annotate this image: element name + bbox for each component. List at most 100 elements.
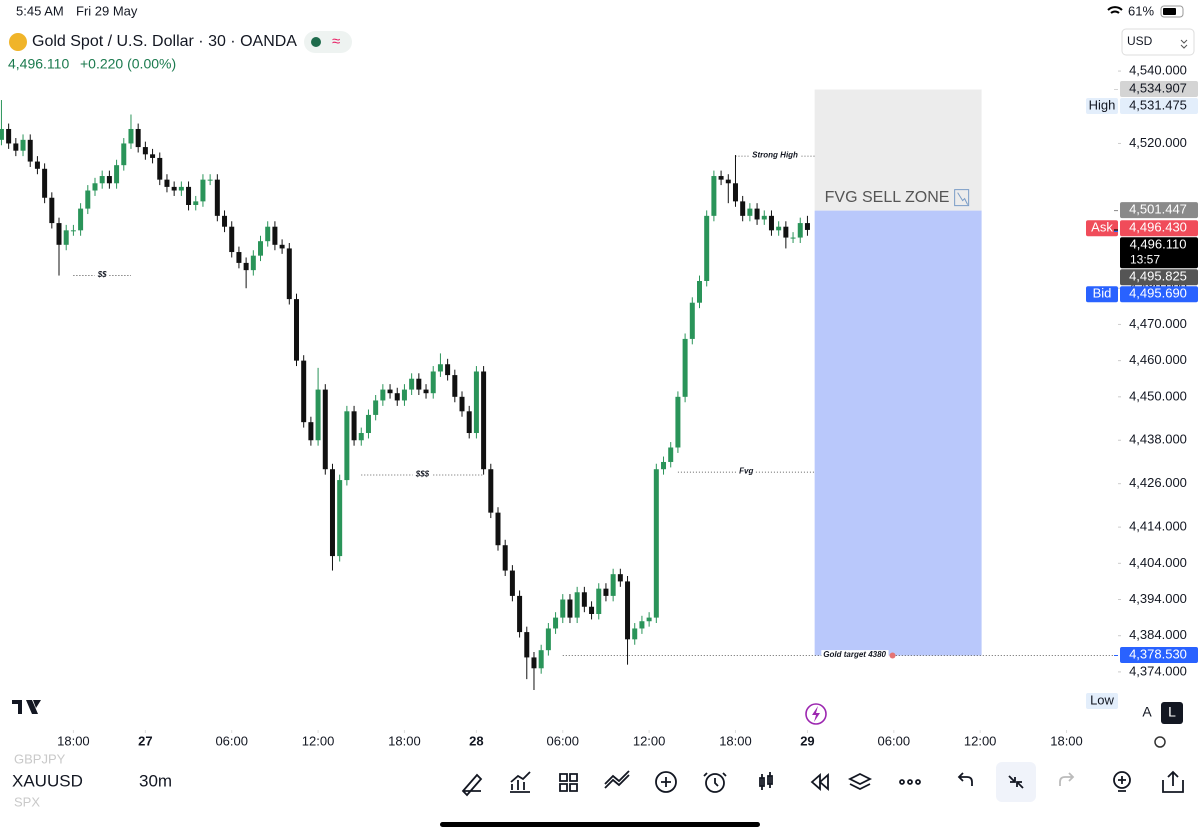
add-tool[interactable] — [655, 771, 677, 793]
log-scale-label: L — [1168, 704, 1176, 720]
chart-type-tool[interactable] — [759, 772, 773, 790]
redo-tool[interactable] — [1059, 772, 1075, 786]
price-label-bg — [1120, 81, 1198, 98]
candle-body — [42, 168, 48, 198]
price-name: Ask — [1091, 220, 1113, 235]
y-tick-label: 4,394.000 — [1129, 591, 1187, 606]
candle-body — [596, 588, 602, 614]
candle-body — [157, 157, 163, 180]
replay-tool[interactable] — [810, 773, 829, 791]
market-open-dot — [311, 37, 321, 47]
layout-tool[interactable] — [559, 773, 578, 792]
candle-body — [6, 128, 12, 144]
price-label-bg — [1120, 237, 1198, 269]
fullscreen-icon — [1008, 775, 1024, 789]
candle-body — [20, 139, 26, 151]
candle-body — [27, 139, 33, 162]
candle-body — [675, 396, 681, 448]
auto-scale-label: A — [1142, 704, 1152, 720]
fullscreen-button[interactable] — [996, 762, 1036, 802]
x-tick-label: 18:00 — [719, 733, 752, 748]
alert-tool[interactable] — [705, 773, 725, 793]
candle-body — [430, 371, 436, 394]
status-pill[interactable] — [304, 31, 352, 53]
settings-icon[interactable] — [1154, 736, 1166, 748]
draw-tool[interactable] — [461, 773, 483, 797]
candle-body — [502, 545, 508, 571]
watchlist-symbol[interactable]: SPX — [14, 794, 40, 809]
candle-body — [200, 179, 206, 202]
candle-body — [553, 617, 559, 629]
candle-body — [365, 414, 371, 434]
candle-body — [409, 378, 415, 390]
interval[interactable]: 30m — [139, 771, 172, 790]
price-name-bg — [1086, 220, 1118, 237]
undo-tool[interactable] — [957, 772, 973, 786]
y-tick-label: 4,450.000 — [1129, 388, 1187, 403]
y-tick-label: 4,374.000 — [1129, 663, 1187, 678]
ideas-tool[interactable] — [1113, 771, 1131, 789]
price-label: 4,378.530 — [1129, 646, 1187, 661]
candle-body — [322, 389, 328, 470]
price-label-bg — [1120, 269, 1198, 286]
x-tick-label: 12:00 — [964, 733, 997, 748]
countdown: 13:57 — [1130, 252, 1160, 266]
candle-body — [56, 223, 62, 245]
watchlist-symbol-active[interactable]: XAUUSD — [12, 771, 83, 790]
layers-tool[interactable] — [847, 772, 873, 791]
log-scale-button[interactable] — [1161, 702, 1183, 724]
price-name: Bid — [1093, 286, 1112, 301]
candle-body — [135, 128, 141, 148]
candle-body — [589, 606, 595, 614]
y-tick-label: 4,460.000 — [1129, 352, 1187, 367]
auto-scale-button[interactable] — [1136, 702, 1158, 724]
candle-body — [653, 469, 659, 618]
alert-icon[interactable] — [805, 703, 827, 725]
candle-body — [293, 299, 299, 361]
candle-body — [70, 230, 76, 232]
candle-body — [732, 183, 738, 202]
candle-body — [452, 375, 458, 397]
candle-body — [193, 201, 199, 205]
currency-select[interactable] — [1121, 28, 1195, 56]
watchlist-symbol[interactable]: GBPJPY — [14, 751, 66, 766]
candle-body — [689, 302, 695, 339]
candle-body — [610, 574, 616, 596]
x-tick-label: 12:00 — [302, 733, 335, 748]
candle-body — [603, 588, 609, 596]
candle-body — [416, 378, 422, 390]
candle-body — [358, 433, 364, 441]
y-tick-label: 4,520.000 — [1129, 135, 1187, 150]
price-label: 4,501.447 — [1129, 202, 1187, 217]
candle-body — [337, 480, 343, 557]
x-tick-label: 28 — [469, 733, 483, 748]
currency: USD — [1127, 34, 1153, 48]
candle-body — [121, 143, 127, 166]
annotation-label: $$$ — [415, 470, 430, 479]
price-label: 4,495.825 — [1129, 269, 1187, 284]
candle-body — [380, 389, 386, 401]
more-tool[interactable] — [899, 779, 905, 785]
candle-body — [207, 179, 213, 181]
zone-label: FVG SELL ZONE — [825, 189, 950, 206]
candle-body — [423, 389, 429, 394]
indicators-tool[interactable] — [510, 771, 531, 793]
candle-body — [13, 143, 19, 151]
x-tick-label: 12:00 — [633, 733, 666, 748]
candle-body — [459, 396, 465, 412]
symbol-title[interactable]: Gold Spot / U.S. Dollar · 30 · OANDA — [32, 33, 297, 50]
candle-body — [236, 252, 242, 263]
candle-body — [49, 197, 55, 224]
candle-body — [790, 237, 796, 239]
status-time: 5:45 AM — [16, 3, 64, 18]
compare-tool[interactable] — [604, 770, 630, 789]
candle-body — [776, 226, 782, 231]
share-tool[interactable] — [1162, 770, 1184, 793]
candle-body — [488, 469, 494, 513]
candle-body — [222, 215, 228, 227]
candle-body — [344, 411, 350, 481]
candle-body — [639, 621, 645, 629]
candle-body — [617, 574, 623, 582]
last-price: 4,496.110 — [8, 56, 69, 72]
